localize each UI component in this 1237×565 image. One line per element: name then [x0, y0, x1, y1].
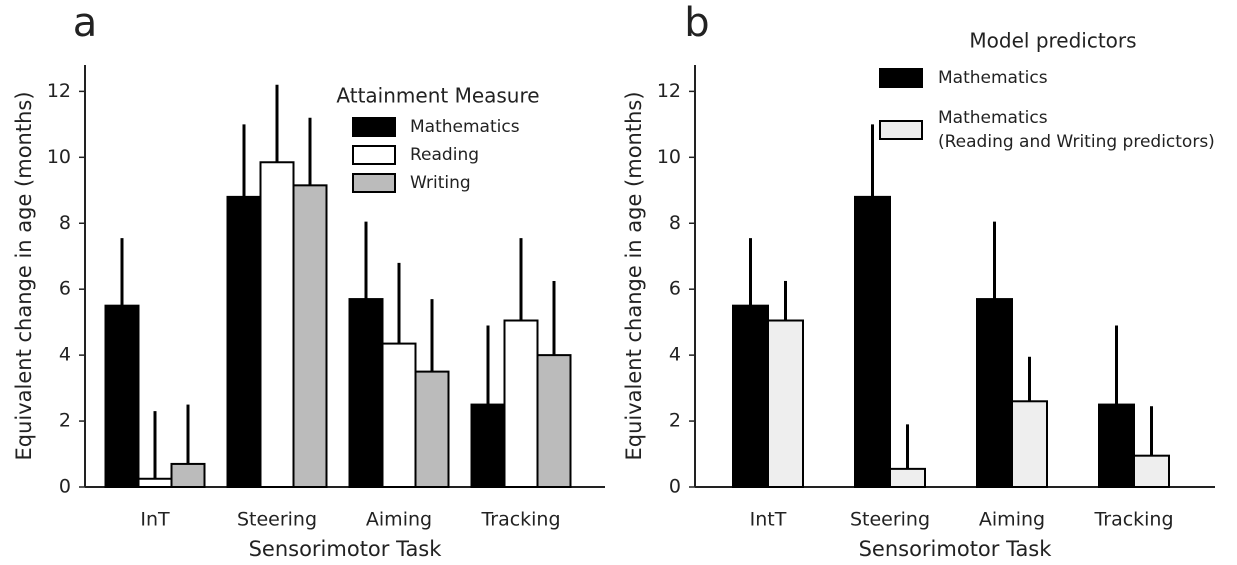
x-tick-label: Tracking [480, 509, 560, 531]
x-tick-label: IntT [750, 509, 787, 531]
panel-label: b [684, 0, 709, 46]
legend-swatch [352, 145, 396, 165]
bar [889, 467, 926, 488]
bar [259, 161, 295, 488]
bar [292, 184, 328, 488]
bar [104, 304, 140, 488]
y-tick-label: 0 [59, 476, 71, 498]
legend-swatch [352, 173, 396, 193]
legend-label: Reading [410, 145, 479, 165]
y-tick-label: 8 [59, 212, 71, 234]
bar [470, 403, 506, 488]
bar [854, 195, 891, 488]
y-tick-label: 10 [657, 146, 681, 168]
x-tick-label: InT [140, 509, 170, 531]
legend-label: Mathematics [938, 68, 1048, 88]
x-tick-label: Steering [237, 509, 317, 531]
x-tick-label: Steering [850, 509, 930, 531]
legend-title: Attainment Measure [336, 84, 539, 108]
bar [348, 298, 384, 488]
bar [381, 342, 417, 488]
legend-title: Model predictors [969, 29, 1136, 53]
bar [767, 319, 804, 488]
y-tick-label: 0 [669, 476, 681, 498]
legend-label: Mathematics [410, 117, 520, 137]
bar [536, 354, 572, 488]
y-tick-label: 8 [669, 212, 681, 234]
y-tick-label: 2 [59, 410, 71, 432]
x-tick-label: Aiming [366, 509, 432, 531]
x-axis-label: Sensorimotor Task [249, 537, 443, 561]
y-tick-label: 6 [59, 278, 71, 300]
bar [414, 370, 450, 488]
bar [170, 462, 206, 488]
legend-swatch [352, 117, 396, 137]
y-tick-label: 12 [47, 80, 71, 102]
y-tick-label: 12 [657, 80, 681, 102]
y-tick-label: 6 [669, 278, 681, 300]
bar [1011, 400, 1048, 488]
bar [137, 477, 173, 488]
bar [1098, 403, 1135, 488]
bar [976, 298, 1013, 488]
legend-swatch [879, 68, 923, 88]
legend-label: Mathematics (Reading and Writing predicto… [938, 108, 1215, 152]
y-axis-label: Equivalent change in age (months) [622, 91, 646, 460]
y-axis-label: Equivalent change in age (months) [12, 91, 36, 460]
y-tick-label: 2 [669, 410, 681, 432]
y-tick-label: 10 [47, 146, 71, 168]
bar [1133, 454, 1170, 488]
legend-label: Writing [410, 173, 471, 193]
x-axis-label: Sensorimotor Task [859, 537, 1053, 561]
legend-swatch [879, 120, 923, 140]
bar [226, 195, 262, 488]
bar [732, 304, 769, 488]
bar [503, 319, 539, 488]
x-tick-label: Tracking [1093, 509, 1173, 531]
y-tick-label: 4 [59, 344, 71, 366]
x-tick-label: Aiming [979, 509, 1045, 531]
panel-label: a [73, 0, 98, 46]
y-tick-label: 4 [669, 344, 681, 366]
